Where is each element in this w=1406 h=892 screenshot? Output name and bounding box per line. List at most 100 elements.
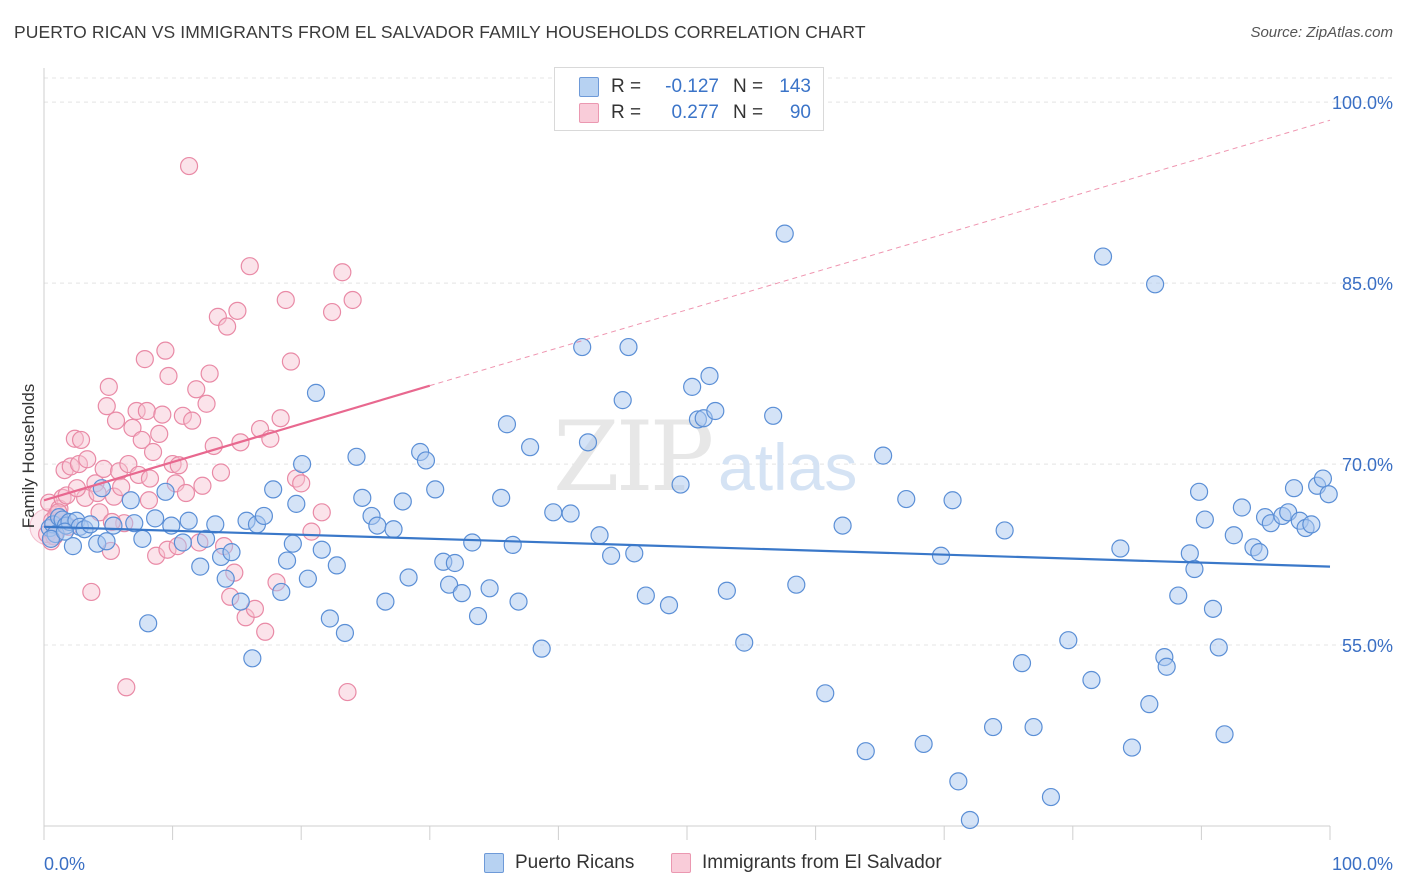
axis-labels: 55.0% 70.0% 85.0% 100.0% 0.0% 100.0% Family Ho… [19, 93, 1393, 874]
data-point-el-salvador [245, 599, 265, 618]
data-point-puerto-rican [1041, 787, 1061, 807]
data-point-puerto-rican [264, 480, 283, 499]
data-point-el-salvador [338, 682, 357, 702]
x-tick-label-min: 0.0% [44, 854, 85, 874]
data-point-puerto-rican [393, 492, 412, 511]
data-point-el-salvador [276, 290, 295, 310]
data-point-puerto-rican [81, 515, 100, 534]
data-point-puerto-rican [445, 553, 464, 573]
data-point-puerto-rican [509, 592, 528, 611]
data-point-puerto-rican [1082, 670, 1101, 690]
data-point-el-salvador [137, 401, 156, 421]
data-point-el-salvador [159, 366, 178, 386]
data-point-el-salvador [292, 474, 311, 493]
data-point-puerto-rican [222, 543, 241, 562]
data-point-puerto-rican [254, 506, 274, 526]
data-point-el-salvador [158, 540, 177, 559]
legend-r-value: 0.277 [671, 102, 719, 123]
data-point-el-salvador [156, 341, 175, 360]
data-point-puerto-rican [1232, 498, 1252, 517]
data-point-puerto-rican [503, 535, 522, 554]
data-point-puerto-rican [121, 491, 140, 510]
data-point-el-salvador [112, 477, 131, 497]
data-point-puerto-rican [468, 606, 488, 626]
data-point-puerto-rican [816, 684, 835, 703]
data-point-puerto-rican [602, 546, 621, 565]
data-point-el-salvador [147, 546, 166, 565]
data-point-puerto-rican [700, 366, 719, 386]
series-legend: Puerto Ricans Immigrants from El Salvado… [0, 850, 1406, 878]
data-point-puerto-rican [787, 575, 806, 594]
data-point-puerto-rican [320, 609, 339, 628]
data-point-el-salvador [218, 317, 237, 336]
data-point-puerto-rican [384, 520, 403, 539]
data-point-el-salvador [135, 350, 154, 369]
data-point-puerto-rican [179, 511, 198, 530]
data-point-puerto-rican [1024, 717, 1043, 737]
data-point-el-salvador [94, 459, 113, 478]
data-point-puerto-rican [1189, 482, 1209, 501]
data-point-puerto-rican [1059, 631, 1078, 650]
data-point-puerto-rican [327, 556, 346, 575]
data-point-el-salvador [139, 491, 159, 510]
data-point-puerto-rican [613, 391, 632, 410]
data-point-el-salvador [179, 156, 199, 176]
data-point-puerto-rican [376, 592, 395, 611]
legend-item-el-salvador[interactable]: Immigrants from El Salvador [671, 852, 942, 874]
watermark-zip: ZIP [553, 401, 712, 513]
data-point-puerto-rican [463, 533, 482, 552]
data-point-puerto-rican [1284, 479, 1304, 498]
data-point-el-salvador [90, 503, 109, 522]
data-point-puerto-rican [775, 224, 794, 243]
data-point-puerto-rican [426, 480, 445, 499]
blue-series-points [40, 224, 1338, 830]
x-tick-label-max: 100.0% [1332, 854, 1393, 874]
data-point-puerto-rican [764, 406, 783, 425]
data-point-puerto-rican [1180, 544, 1199, 563]
data-point-puerto-rican [897, 489, 916, 509]
data-point-puerto-rican [243, 649, 262, 668]
legend-n-value: 143 [779, 76, 811, 97]
data-point-puerto-rican [277, 551, 297, 570]
data-point-el-salvador [99, 377, 118, 396]
data-point-puerto-rican [671, 475, 690, 494]
legend-r-value: -0.127 [665, 76, 719, 97]
data-point-el-salvador [123, 418, 142, 437]
data-point-el-salvador [208, 307, 227, 326]
legend-item-puerto-ricans[interactable]: Puerto Ricans [484, 852, 634, 874]
y-tick-label: 85.0% [1342, 274, 1393, 294]
data-point-puerto-rican [139, 614, 158, 633]
data-point-el-salvador [143, 442, 163, 462]
legend-label-el-salvador: Immigrants from El Salvador [702, 852, 942, 873]
data-point-puerto-rican [216, 569, 235, 588]
data-point-puerto-rican [191, 557, 210, 576]
data-point-puerto-rican [353, 488, 372, 507]
data-point-puerto-rican [283, 534, 302, 553]
data-point-puerto-rican [97, 532, 116, 551]
data-point-puerto-rican [833, 516, 852, 535]
legend-swatch-pink [579, 103, 599, 123]
data-point-puerto-rican [1169, 586, 1188, 605]
data-point-puerto-rican [625, 544, 644, 563]
legend-label-puerto-ricans: Puerto Ricans [515, 852, 635, 873]
data-point-puerto-rican [439, 575, 459, 594]
data-point-puerto-rican [272, 582, 291, 602]
data-point-puerto-rican [1093, 247, 1113, 266]
data-point-puerto-rican [856, 742, 875, 761]
data-point-puerto-rican [55, 522, 74, 541]
data-point-puerto-rican [133, 529, 152, 548]
data-point-el-salvador [132, 430, 151, 450]
data-point-puerto-rican [196, 529, 216, 548]
correlation-legend: R = -0.127 N = 143 R = 0.277 N = 90 [554, 67, 824, 131]
data-point-puerto-rican [173, 533, 192, 552]
data-point-el-salvador [127, 401, 146, 421]
legend-r-label: R = [611, 102, 642, 123]
legend-n-value: 90 [789, 102, 811, 123]
data-point-puerto-rican [1195, 510, 1214, 529]
data-point-puerto-rican [521, 438, 540, 457]
data-point-puerto-rican [399, 568, 418, 587]
data-point-el-salvador [281, 352, 301, 371]
data-point-puerto-rican [983, 717, 1003, 737]
pink-series-points [29, 156, 362, 702]
